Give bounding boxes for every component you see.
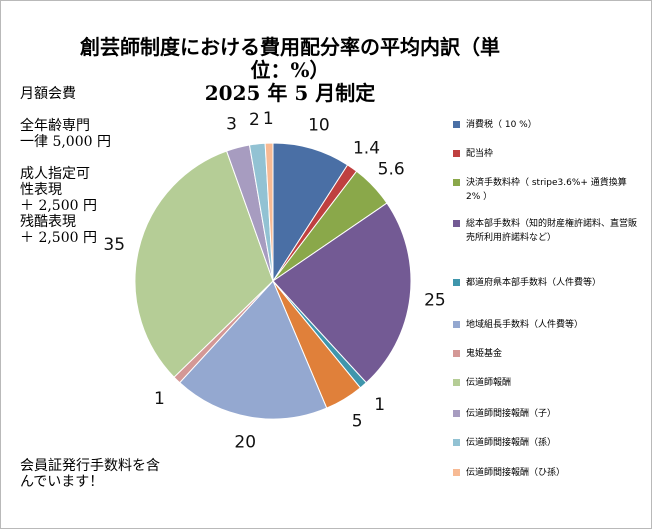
- data-label-7: 1: [154, 389, 165, 409]
- legend-swatch: [453, 150, 460, 157]
- legend-item: 決済手数料枠（ stripe3.6%+ 通貨換算 2% ）: [453, 176, 643, 204]
- legend-item: 鬼姫基金: [453, 347, 643, 361]
- adult-fee: 成人指定可 性表現 ＋ 2,500 円 残酷表現 ＋ 2,500 円: [20, 166, 97, 246]
- legend-item: 配当枠: [453, 147, 643, 161]
- legend-label: 伝道師間接報酬（子）: [466, 409, 557, 419]
- all-ages-fee: 全年齢専門 一律 5,000 円: [20, 118, 111, 150]
- data-label-8: 35: [103, 235, 125, 255]
- legend-item: 伝道師間接報酬（孫）: [453, 436, 643, 450]
- pie-slice-3: [272, 202, 412, 384]
- legend-swatch: [453, 321, 460, 328]
- title-line-2: 位：%）: [250, 58, 330, 82]
- legend-label: 消費税（ 10 %）: [466, 120, 537, 130]
- fee-heading: 月額会費: [20, 86, 76, 102]
- legend-swatch: [453, 350, 460, 357]
- data-label-1: 1.4: [353, 139, 380, 159]
- footer-note: 会員証発行手数料を含 んでいます！: [20, 458, 160, 490]
- legend-item: 消費税（ 10 %）: [453, 118, 643, 132]
- pie-slice-11: [264, 142, 274, 282]
- legend-label: 都道府県本部手数料（人件費等）: [466, 278, 602, 288]
- legend-item: 伝道師間接報酬（ひ孫）: [453, 466, 643, 480]
- data-label-9: 3: [226, 114, 237, 134]
- data-label-10: 2: [249, 110, 260, 130]
- pie-slice-6: [178, 280, 328, 420]
- pie-slice-8: [134, 150, 274, 378]
- legend-label: 配当枠: [466, 149, 494, 159]
- legend-label: 伝道師間接報酬（ひ孫）: [466, 468, 566, 478]
- data-label-11: 1: [263, 109, 274, 129]
- data-label-0: 10: [308, 116, 330, 136]
- data-label-4: 1: [374, 395, 385, 415]
- data-label-3: 25: [424, 291, 446, 311]
- legend-swatch: [453, 179, 460, 186]
- legend-swatch: [453, 220, 460, 227]
- pie-slice-0: [272, 142, 349, 283]
- legend-swatch: [453, 439, 460, 446]
- legend-item: 伝道師報酬: [453, 376, 643, 390]
- legend-label: 鬼姫基金: [466, 349, 503, 359]
- legend-swatch: [453, 469, 460, 476]
- data-label-5: 5: [352, 412, 363, 432]
- title-line-3: 2025 年 5 月制定: [204, 81, 376, 105]
- data-label-6: 20: [234, 433, 256, 453]
- chart-title: 創芸師制度における費用配分率の平均内訳（単 位：%） 2025 年 5 月制定: [60, 36, 520, 105]
- title-line-1: 創芸師制度における費用配分率の平均内訳（単: [80, 35, 500, 59]
- legend-label: 伝道師報酬: [466, 378, 512, 388]
- legend-label: 総本部手数料（知的財産権許諾料、直営販売所利用許諾料など）: [466, 219, 638, 243]
- legend-item: 地域組長手数料（人件費等）: [453, 318, 643, 332]
- legend-label: 伝道師間接報酬（孫）: [466, 438, 557, 448]
- legend-item: 都道府県本部手数料（人件費等）: [453, 276, 643, 290]
- legend-swatch: [453, 379, 460, 386]
- legend-swatch: [453, 279, 460, 286]
- legend-label: 地域組長手数料（人件費等）: [466, 320, 584, 330]
- legend-swatch: [453, 410, 460, 417]
- legend-item: 総本部手数料（知的財産権許諾料、直営販売所利用許諾料など）: [453, 217, 643, 245]
- legend-label: 決済手数料枠（ stripe3.6%+ 通貨換算 2% ）: [466, 178, 627, 202]
- legend-swatch: [453, 121, 460, 128]
- legend-item: 伝道師間接報酬（子）: [453, 407, 643, 421]
- data-label-2: 5.6: [378, 160, 405, 180]
